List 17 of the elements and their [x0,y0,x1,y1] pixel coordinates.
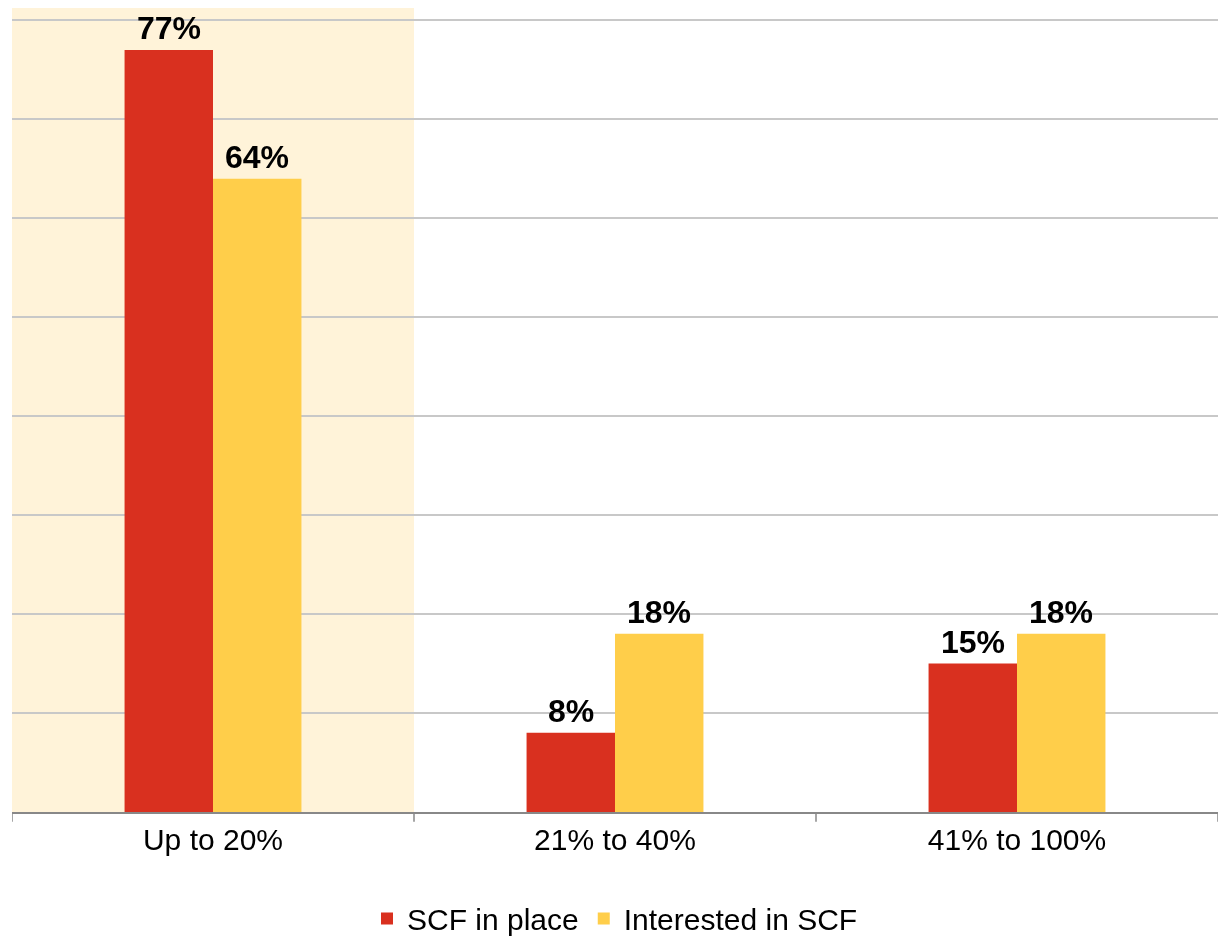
data-label: 15% [941,624,1006,660]
data-label: 18% [627,594,692,630]
bar [615,633,704,812]
data-label: 8% [548,693,595,729]
x-tick-label: 41% to 100% [927,822,1107,856]
bar [928,663,1017,812]
bar [213,178,302,812]
bar [1017,633,1106,812]
x-tick-label: 21% to 40% [534,822,696,856]
bar [526,732,615,812]
legend-label: SCF in place [407,903,579,937]
legend-label: Interested in SCF [623,903,858,937]
data-label: 77% [137,10,202,46]
x-tick-label: Up to 20% [142,822,284,856]
data-label: 18% [1029,594,1094,630]
data-label: 64% [225,139,290,175]
bar [124,50,213,812]
